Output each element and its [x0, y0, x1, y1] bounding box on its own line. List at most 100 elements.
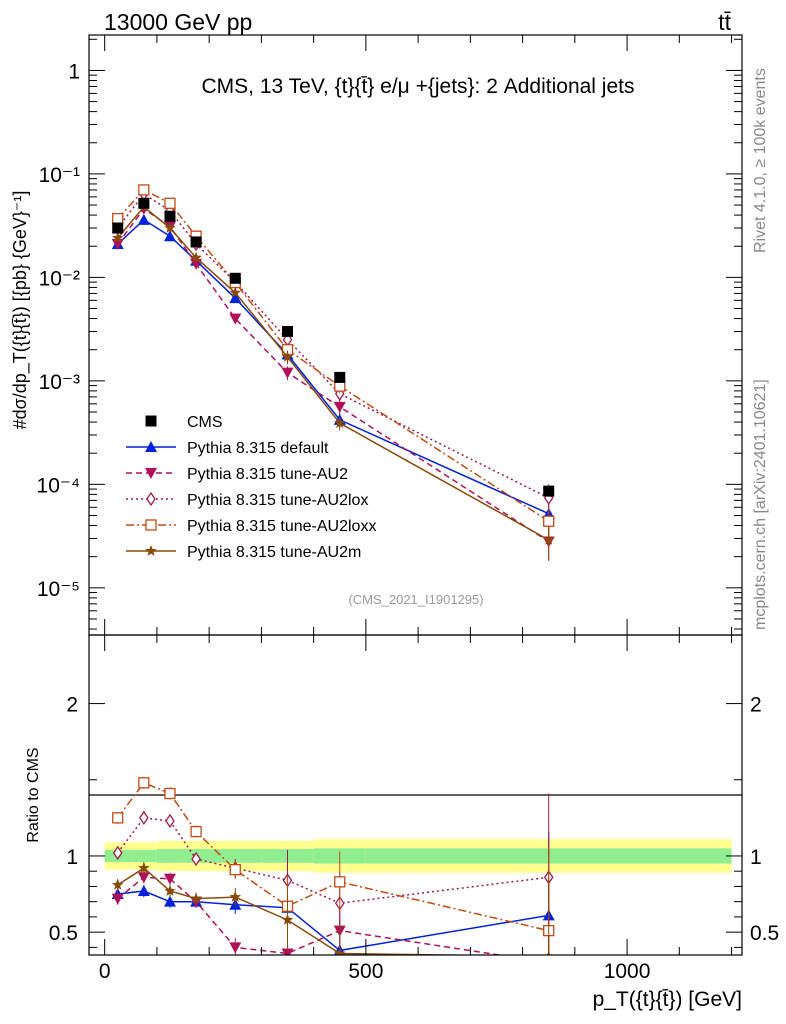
- legend-marker: [146, 491, 156, 507]
- legend-marker: [145, 415, 157, 427]
- legend-entry: Pythia 8.315 tune-AU2loxx: [126, 518, 376, 535]
- main-data-point: [164, 222, 176, 233]
- main-data-point: [334, 417, 346, 428]
- ratio-data-point: [281, 914, 294, 925]
- main-watermark: (CMS_2021_I1901295): [348, 592, 483, 607]
- main-y-tick-label: 10⁻¹: [39, 164, 80, 187]
- legend-label: CMS: [187, 414, 223, 431]
- legend-entry: Pythia 8.315 tune-AU2m: [126, 544, 361, 561]
- ratio-data-point: [137, 885, 150, 896]
- ratio-data-point: [163, 873, 176, 885]
- ratio-data-point: [543, 958, 555, 969]
- main-y-tick-label: 10⁻⁴: [37, 474, 80, 497]
- main-y-tick-label: 10⁻²: [39, 267, 80, 290]
- ratio-data-point: [334, 876, 346, 888]
- ratio-y-axis-label: Ratio to CMS: [25, 747, 42, 842]
- legend-label: Pythia 8.315 tune-AU2lox: [187, 492, 368, 509]
- ratio-band-green: [209, 849, 262, 863]
- x-tick-label: 1000: [604, 960, 651, 983]
- ratio-data-point: [165, 813, 175, 829]
- mcplots-label: mcplots.cern.ch [arXiv:2401.10621]: [752, 379, 769, 630]
- main-data-point: [163, 230, 176, 242]
- main-data-point: [333, 401, 346, 413]
- legend-marker: [145, 519, 157, 531]
- ratio-y-tick-label-right: 0.5: [750, 922, 779, 945]
- cms-data-point: [543, 485, 555, 497]
- main-series-line: [117, 205, 550, 541]
- ratio-band-green: [130, 849, 157, 863]
- main-data-point: [543, 534, 555, 545]
- cms-data-point: [190, 236, 202, 248]
- main-data-point: [229, 292, 242, 304]
- x-tick-label: 0: [99, 960, 111, 983]
- ratio-y-tick-label-right: 1: [750, 846, 762, 869]
- ratio-data-point: [137, 872, 150, 884]
- ratio-data-point: [112, 845, 123, 861]
- ratio-y-tick-label: 2: [66, 694, 78, 717]
- main-title: CMS, 13 TeV, {t}{t̄} e/μ +{jets}: 2 Addi…: [202, 75, 635, 98]
- legend-marker: [145, 441, 157, 452]
- ratio-series-group: [112, 862, 555, 955]
- main-data-point: [543, 515, 555, 527]
- ratio-y-tick-label-right: 2: [750, 694, 762, 717]
- ratio-band-green: [156, 849, 184, 863]
- x-tick-label: 500: [348, 960, 383, 983]
- ratio-plot-panel: 0.5 0.5 1 1 2 2 0 500 1000 Ratio to CMS p_T({t}{…: [25, 634, 779, 1011]
- cms-data-group: [112, 197, 555, 497]
- legend-label: Pythia 8.315 default: [187, 440, 329, 457]
- ratio-series-line: [117, 890, 549, 952]
- ratio-series-area: [111, 776, 555, 969]
- main-data-point: [137, 213, 150, 225]
- main-y-tick-label: 1: [68, 60, 80, 83]
- ratio-data-point: [334, 947, 346, 955]
- legend-entry: Pythia 8.315 default: [126, 440, 329, 457]
- ratio-series-line: [117, 817, 549, 904]
- main-data-point: [138, 184, 150, 196]
- cms-data-point: [164, 210, 176, 222]
- cms-data-point: [282, 325, 294, 337]
- main-data-point: [281, 367, 294, 379]
- main-y-axis-label: #dσ/dp_T({t}{t̄}) [{pb} {GeV}⁻¹]: [10, 191, 31, 430]
- main-data-point: [112, 212, 124, 225]
- main-data-point: [229, 286, 241, 298]
- main-data-point: [190, 251, 202, 263]
- process-label: tt̄: [718, 9, 731, 35]
- ratio-series-group: [112, 793, 554, 955]
- main-data-point: [229, 313, 242, 325]
- cms-data-point: [112, 222, 124, 234]
- legend-entry: CMS: [145, 414, 223, 431]
- ratio-data-point: [111, 893, 124, 905]
- x-axis-label: p_T({t}{t̄}) [GeV]: [593, 988, 742, 1011]
- ratio-data-point: [138, 777, 150, 789]
- ratio-series-line: [117, 876, 505, 955]
- legend-label: Pythia 8.315 tune-AU2loxx: [187, 518, 376, 535]
- main-data-point: [112, 232, 124, 243]
- main-y-tick-label: 10⁻⁵: [37, 578, 80, 601]
- ratio-data-point: [112, 812, 124, 824]
- ratio-data-point: [164, 885, 176, 896]
- ratio-data-point: [229, 942, 242, 954]
- cms-data-point: [138, 197, 150, 209]
- cms-data-point: [334, 371, 346, 383]
- ratio-series-line: [117, 867, 497, 955]
- legend-marker: [145, 468, 157, 479]
- ratio-data-point: [543, 950, 555, 955]
- cms-data-point: [229, 272, 241, 284]
- ratio-data-point: [138, 862, 150, 873]
- ratio-data-point: [190, 892, 202, 904]
- ratio-data-point: [281, 948, 294, 955]
- ratio-data-point: [190, 825, 202, 838]
- legend-entry: Pythia 8.315 tune-AU2lox: [126, 491, 368, 509]
- main-data-point: [281, 351, 294, 362]
- ratio-plot-frame: [88, 634, 743, 956]
- main-series-line: [117, 192, 550, 499]
- main-series-group: [111, 213, 555, 534]
- ratio-data-point: [229, 891, 241, 902]
- legend-marker: [145, 545, 157, 556]
- main-y-tick-label: 10⁻³: [39, 371, 80, 394]
- ratio-series-group: [112, 776, 555, 955]
- legend-label: Pythia 8.315 tune-AU2m: [187, 544, 361, 561]
- main-plot-panel: 1 10⁻¹ 10⁻² 10⁻³ 10⁻⁴ 10⁻⁵ CMS, 13 TeV, {t}{t…: [10, 34, 743, 636]
- ratio-data-point: [229, 864, 241, 876]
